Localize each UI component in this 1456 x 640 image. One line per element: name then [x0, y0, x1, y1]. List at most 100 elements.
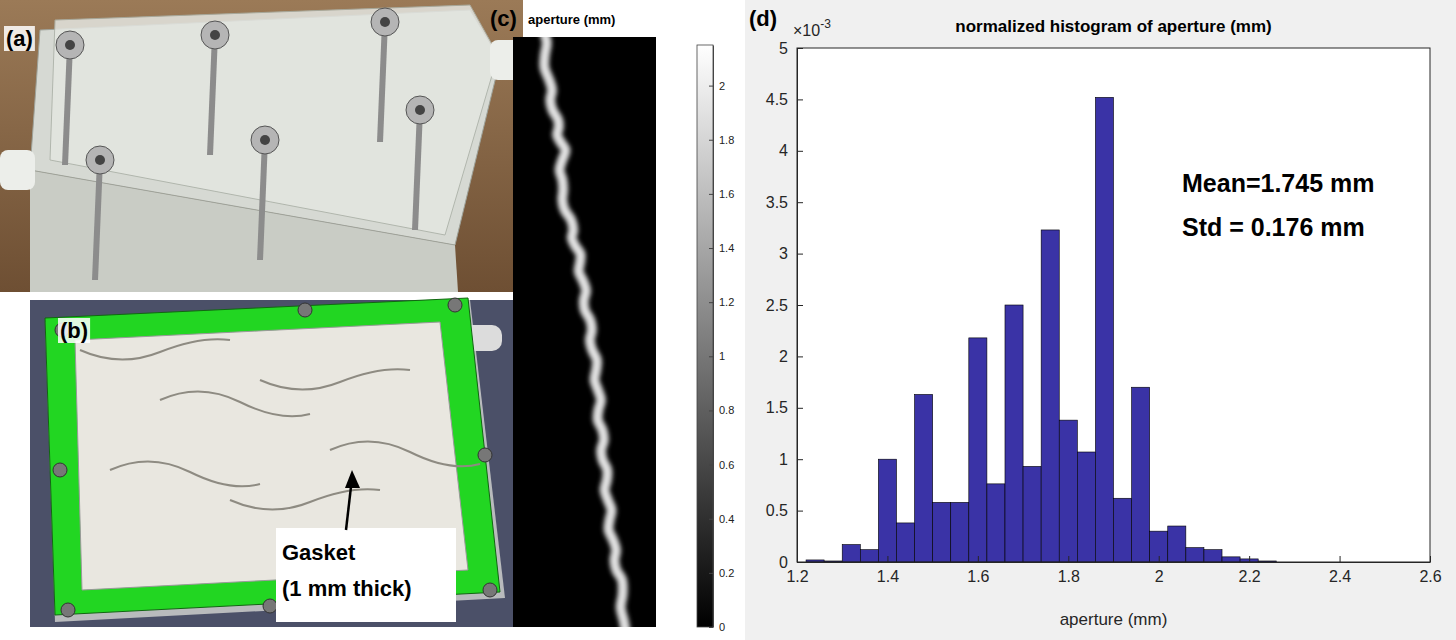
y-tick-label: 2.5 [766, 297, 788, 314]
histogram-bar [1023, 466, 1041, 562]
panel-letter: (c) [490, 6, 517, 31]
y-tick-mark [797, 562, 803, 563]
y-axis: 00.511.522.533.544.55 [766, 40, 803, 571]
bolt-head [56, 31, 84, 59]
x-tick-mark [1340, 556, 1341, 562]
x-tick-mark [1159, 556, 1160, 562]
box-body [45, 300, 505, 622]
x-tick: 2 [1155, 556, 1164, 585]
colorbar-tick-label: 0.4 [719, 513, 734, 525]
figure-background [745, 0, 1456, 640]
colorbar-tick: 0.6 [709, 459, 734, 471]
map-background [513, 37, 656, 627]
x-tick-label: 1.4 [877, 568, 899, 585]
bolt-socket [415, 105, 425, 115]
surface-ridge [230, 489, 380, 509]
x-tick: 2.6 [1419, 556, 1441, 585]
x-tick-label: 2 [1155, 568, 1164, 585]
histogram-bar [987, 484, 1005, 562]
colorbar [697, 45, 713, 627]
x-tick: 1.8 [1058, 556, 1080, 585]
crack [543, 37, 626, 627]
x-axis-title: aperture (mm) [1060, 610, 1168, 629]
bolt-hole [61, 603, 75, 617]
bolt-head [201, 21, 229, 49]
plot-frame [797, 48, 1430, 562]
panel-c: aperture (mm)00.20.40.60.811.21.41.61.82 [513, 12, 734, 635]
x-tick-label: 1.2 [786, 568, 808, 585]
y-tick-mark [797, 459, 803, 460]
colorbar-tick: 0.2 [709, 567, 734, 579]
x-axis-line [798, 562, 1431, 563]
plot-background [797, 48, 1430, 562]
colorbar-tick-label: 1 [719, 350, 725, 362]
histogram-bar [1150, 531, 1168, 562]
y-tick-label: 2 [779, 348, 788, 365]
figure: Gasket(1 mm thick)aperture (mm)00.20.40.… [0, 0, 1456, 640]
colorbar-axis-line [713, 46, 714, 628]
y-scale-factor: ×10-3 [793, 17, 831, 39]
histogram-bar [1095, 97, 1113, 562]
annotation-text: (1 mm thick) [282, 576, 412, 601]
bolt-shaft [415, 110, 420, 230]
y-tick-label: 4 [779, 142, 788, 159]
x-tick-label: 2.4 [1329, 568, 1351, 585]
histogram-bar [951, 502, 969, 562]
colorbar-tick-mark [709, 248, 713, 249]
y-scale-base: ×10 [793, 22, 820, 39]
nozzle-left [0, 150, 35, 190]
panel-letter: (d) [749, 6, 777, 31]
y-tick-label: 3.5 [766, 194, 788, 211]
histogram-bar [969, 338, 987, 562]
y-tick-label: 0.5 [766, 502, 788, 519]
y-tick-mark [797, 151, 803, 152]
x-tick-mark [1249, 556, 1250, 562]
colorbar-tick-mark [709, 573, 713, 574]
colorbar-tick-mark [709, 86, 713, 87]
colorbar-tick-label: 0 [719, 621, 725, 633]
y-scale-power: -3 [820, 17, 831, 31]
bolt-head [406, 96, 434, 124]
y-tick-mark [797, 356, 803, 357]
histogram-bar [878, 459, 896, 562]
box-top [50, 5, 498, 235]
colorbar-axis: 00.20.40.60.811.21.41.61.82 [709, 46, 734, 634]
colorbar-tick-mark [709, 302, 713, 303]
surface-ridge [330, 441, 480, 466]
x-axis: 1.21.41.61.822.22.42.6 [786, 556, 1441, 585]
panel-a [0, 0, 523, 292]
colorbar-tick-mark [709, 356, 713, 357]
y-tick: 1.5 [766, 399, 803, 416]
x-tick: 2.4 [1329, 556, 1351, 585]
crack-halo [543, 37, 626, 627]
colorbar-tick-label: 1.6 [719, 188, 734, 200]
surface-ridge [160, 391, 310, 416]
colorbar-tick-mark [709, 465, 713, 466]
x-tick: 1.4 [877, 556, 899, 585]
surface-ridge [110, 461, 260, 486]
bolt-shaft [260, 140, 265, 260]
bolt-hole [478, 448, 492, 462]
histogram-bar [1059, 420, 1077, 562]
colorbar-tick-mark [709, 627, 713, 628]
colorbar-tick-label: 2 [719, 80, 725, 92]
x-tick-mark [978, 556, 979, 562]
x-tick-mark [887, 556, 888, 562]
y-tick-label: 1 [779, 451, 788, 468]
bolt-head [251, 126, 279, 154]
y-tick: 2 [779, 348, 803, 365]
bolt-shaft [95, 160, 100, 280]
crack-core [543, 37, 626, 627]
x-tick-label: 1.6 [967, 568, 989, 585]
histogram-bar [1132, 387, 1150, 562]
bolt-shaft [210, 35, 215, 155]
surface-ridge [260, 369, 410, 389]
photo-background [0, 0, 523, 292]
y-tick: 1 [779, 451, 803, 468]
y-tick: 0.5 [766, 502, 803, 519]
histogram-bar [1204, 550, 1222, 562]
bolt-socket [380, 17, 390, 27]
colorbar-tick: 1.2 [709, 296, 734, 308]
histogram-bar [933, 502, 951, 562]
colorbar-tick-label: 1.8 [719, 134, 734, 146]
